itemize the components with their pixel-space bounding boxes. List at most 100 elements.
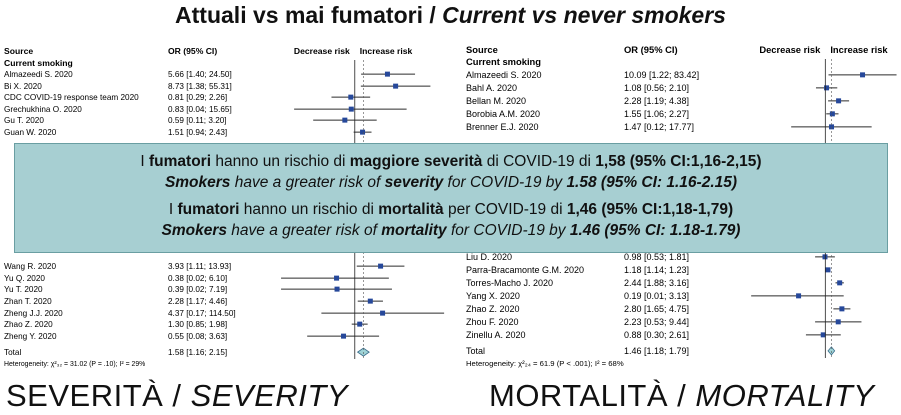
study-ci-label: 2.28 [1.19; 4.38] [624,96,689,106]
mortality-summary-english: Smokers have a greater risk of mortality… [15,220,887,241]
or-marker [357,321,363,327]
overlay-text: (95% CI: 1.18-1.79) [600,222,741,239]
study-ci-label: 2.80 [1.65; 4.75] [624,304,689,314]
overlay-text: for COVID-19 by [443,174,567,191]
study-ci-label: 2.23 [0.53; 9.44] [624,317,689,327]
severity-summary-english: Smokers have a greater risk of severity … [15,172,887,193]
study-ci-label: 1.08 [0.56; 2.10] [624,83,689,93]
study-ci-label: 1.47 [0.12; 17.77] [624,122,694,132]
column-header-source: Source [466,44,498,55]
column-header-increase: Increase risk [830,44,888,55]
study-label: Bi X. 2020 [4,82,42,91]
study-ci-label: 5.66 [1.40; 24.50] [168,70,232,79]
study-label: Zhou F. 2020 [466,317,519,327]
total-ci-label: 1.46 [1.18; 1.79] [624,346,689,356]
column-header-or: OR (95% CI) [624,44,678,55]
or-marker [825,267,831,273]
overlay-text: per COVID-19 di [443,201,567,218]
study-label: Almazeedi S. 2020 [466,70,542,80]
study-label: Wang R. 2020 [4,262,56,271]
or-marker [836,98,842,104]
or-marker [360,129,366,135]
overlay-text: 1,58 (95% CI:1,16-2,15) [595,153,762,170]
overlay-text: severity [384,174,444,191]
mortality-label-italian: MORTALITÀ / [489,378,696,413]
overlay-text: I [168,201,178,218]
study-ci-label: 8.73 [1.38; 55.31] [168,82,232,91]
group-label: Current smoking [4,58,73,68]
total-diamond [827,346,836,356]
overlay-text: 1.46 [569,222,601,239]
overlay-text: have a greater risk of [230,174,385,191]
study-ci-label: 0.83 [0.04; 15.65] [168,105,232,114]
study-label: Gu T. 2020 [4,116,44,125]
study-ci-label: 0.38 [0.02; 6.10] [168,274,227,283]
study-ci-label: 0.98 [0.53; 1.81] [624,252,689,262]
study-label: Borobia A.M. 2020 [466,109,540,119]
column-header-decrease: Decrease risk [759,44,821,55]
overlay-text: Smokers [164,174,231,191]
study-ci-label: 1.55 [1.06; 2.27] [624,109,689,119]
total-ci-label: 1.58 [1.16; 2.15] [168,348,227,357]
overlay-text: maggiore severità [349,153,483,170]
study-label: Zhao Z. 2020 [4,320,53,329]
severity-forest-plot: Source OR (95% CI) Decrease risk Increase r… [0,40,445,380]
or-marker [334,286,340,292]
or-marker [341,333,347,339]
overlay-text: for COVID-19 by [446,222,570,239]
mortality-summary-italian: I fumatori hanno un rischio di mortalità… [15,199,887,220]
mortality-forest-svg: Source OR (95% CI) Decrease risk Increase r… [466,44,897,368]
column-header-decrease: Decrease risk [294,46,350,56]
or-marker [835,319,841,325]
severity-label-italian: SEVERITÀ / [6,378,191,413]
or-marker [837,280,843,286]
study-label: Parra-Bracamonte G.M. 2020 [466,265,584,275]
heterogeneity-label: Heterogeneity: χ²₂₄ = 61.9 (P < .001); I… [466,359,624,368]
study-label: Torres-Macho J. 2020 [466,278,553,288]
summary-overlay-box: I fumatori hanno un rischio di maggiore … [14,143,888,253]
study-label: Zheng Y. 2020 [4,332,57,341]
study-label: CDC COVID-19 response team 2020 [4,93,139,102]
study-label: Bellan M. 2020 [466,96,526,106]
study-label: Yu Q. 2020 [4,274,45,283]
study-ci-label: 1.18 [1.14; 1.23] [624,265,689,275]
study-ci-label: 4.37 [0.17; 114.50] [168,309,236,318]
or-marker [796,293,802,299]
group-label: Current smoking [466,56,541,67]
overlay-text: 1,46 (95% CI:1,18-1,79) [566,201,734,218]
or-marker [829,124,835,130]
mortality-forest-plot: Source OR (95% CI) Decrease risk Increase r… [462,40,901,380]
mortality-label: MORTALITÀ / MORTALITY [489,378,874,414]
severity-forest-svg: Source OR (95% CI) Decrease risk Increase r… [4,46,445,368]
study-ci-label: 10.09 [1.22; 83.42] [624,70,699,80]
study-label: Zhao Z. 2020 [466,304,520,314]
study-label: Liu D. 2020 [466,252,512,262]
or-marker [378,263,384,269]
or-marker [348,106,354,112]
overlay-text: mortality [381,222,447,239]
study-label: Grechukhina O. 2020 [4,105,82,114]
overlay-text: Smokers [161,222,227,239]
or-marker [393,83,399,89]
study-label: Brenner E.J. 2020 [466,122,539,132]
study-ci-label: 0.88 [0.30; 2.61] [624,330,689,340]
study-label: Almazeedi S. 2020 [4,70,73,79]
or-marker [334,275,340,281]
or-marker [348,94,354,100]
column-header-source: Source [4,46,33,56]
total-label: Total [4,348,21,357]
overlay-text: I [140,153,150,170]
study-ci-label: 2.28 [1.17; 4.46] [168,297,227,306]
study-ci-label: 2.44 [1.88; 3.16] [624,278,689,288]
column-header-increase: Increase risk [360,46,413,56]
overlay-text: 1.58 [566,174,597,191]
figure-title: Attuali vs mai fumatori / Current vs nev… [0,2,901,29]
or-marker [860,72,866,78]
overlay-text: fumatori [149,153,212,170]
study-ci-label: 0.39 [0.02; 7.19] [168,285,227,294]
mortality-label-english: MORTALITY [695,378,875,413]
study-label: Zinellu A. 2020 [466,330,526,340]
study-label: Zhan T. 2020 [4,297,52,306]
overlay-text: (95% CI: 1.16-2.15) [596,174,738,191]
title-english: Current vs never smokers [442,2,726,28]
